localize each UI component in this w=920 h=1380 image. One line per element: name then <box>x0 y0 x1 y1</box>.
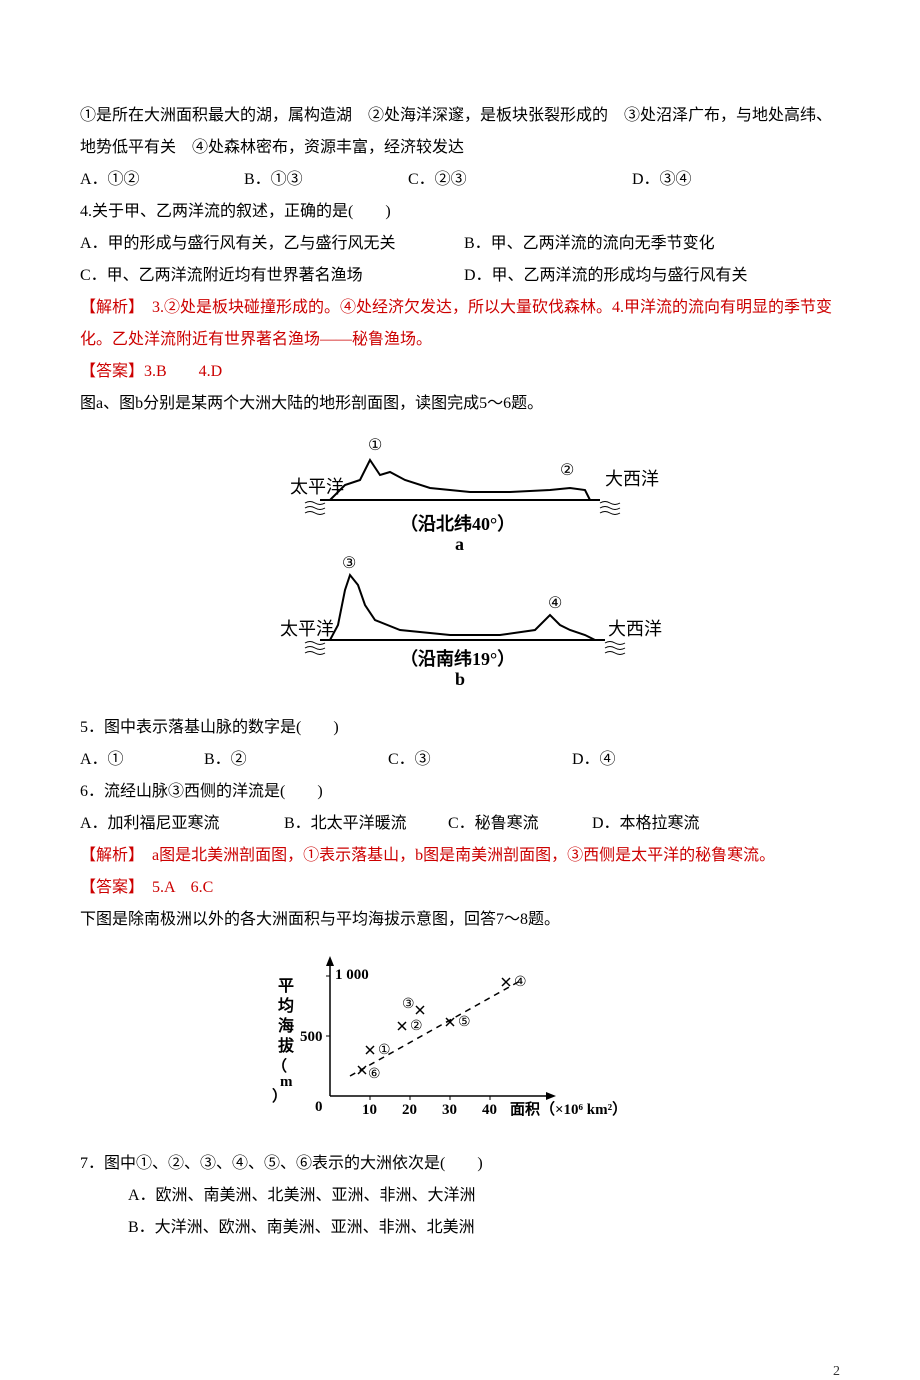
ylabel-500: 500 <box>300 1029 323 1045</box>
trend-line <box>350 981 520 1076</box>
profile-figure: 太平洋 大西洋 ① ② （沿北纬40°） a 太平洋 大西洋 ③ ④ （沿南纬1… <box>80 430 840 702</box>
pt-6: ⑥ <box>358 1066 381 1082</box>
ylabel-line3: 海 <box>278 1016 294 1035</box>
ylabel-1000: 1 000 <box>335 967 369 983</box>
waves-a-left <box>305 502 325 515</box>
svg-text:②: ② <box>410 1019 423 1034</box>
pt-4: ④ <box>502 975 527 990</box>
ans-5-6: 【答案】 5.A 6.C <box>80 872 840 904</box>
svg-text:④: ④ <box>514 975 527 990</box>
q6-opt-c: C．秘鲁寒流 <box>448 808 588 840</box>
ylabel-paren1: （ <box>272 1057 287 1075</box>
q7-stem: 7．图中①、②、③、④、⑤、⑥表示的大洲依次是( ) <box>80 1148 840 1180</box>
scatter-figure: 1 000 500 0 10 20 30 40 平 均 海 拔 （ m ） 面积… <box>80 946 840 1138</box>
exp-3-4: 【解析】 3.②处是板块碰撞形成的。④处经济欠发达，所以大量砍伐森林。4.甲洋流… <box>80 292 840 356</box>
q4-opt-c: C．甲、乙两洋流附近均有世界著名渔场 <box>80 260 460 292</box>
marker-3: ③ <box>342 555 356 572</box>
q6-opt-a: A．加利福尼亚寒流 <box>80 808 280 840</box>
pt-2: ② <box>398 1019 423 1034</box>
q4-stem: 4.关于甲、乙两洋流的叙述，正确的是( ) <box>80 196 840 228</box>
pt-3: ③ <box>402 997 424 1014</box>
q6-options: A．加利福尼亚寒流 B．北太平洋暖流 C．秘鲁寒流 D．本格拉寒流 <box>80 808 840 840</box>
fig-sc-intro: 下图是除南极洲以外的各大洲面积与平均海拔示意图，回答7～8题。 <box>80 904 840 936</box>
marker-2: ② <box>560 462 574 479</box>
profile-svg: 太平洋 大西洋 ① ② （沿北纬40°） a 太平洋 大西洋 ③ ④ （沿南纬1… <box>250 430 670 690</box>
xlabel-40: 40 <box>482 1102 497 1118</box>
svg-text:⑤: ⑤ <box>458 1015 471 1030</box>
q4-opt-a: A．甲的形成与盛行风有关，乙与盛行风无关 <box>80 228 460 260</box>
pt-1: ① <box>366 1043 391 1058</box>
svg-text:③: ③ <box>402 997 415 1012</box>
q3-opt-d: D．③④ <box>632 164 792 196</box>
q5-options: A．① B．② C．③ D．④ <box>80 744 840 776</box>
label-a: a <box>455 534 464 554</box>
xlabel-30: 30 <box>442 1102 457 1118</box>
q5-opt-a: A．① <box>80 744 200 776</box>
exp-5-6: 【解析】 a图是北美洲剖面图，①表示落基山，b图是南美洲剖面图，③西侧是太平洋的… <box>80 840 840 872</box>
ocean-b-left: 太平洋 <box>280 619 334 639</box>
ylabel-line4: 拔 <box>278 1036 295 1055</box>
x-arrow <box>546 1092 556 1100</box>
b-latitude: （沿南纬19°） <box>400 648 515 669</box>
q6-opt-d: D．本格拉寒流 <box>592 808 752 840</box>
q4-opt-b: B．甲、乙两洋流的流向无季节变化 <box>464 228 804 260</box>
ylabel-0: 0 <box>315 1099 323 1115</box>
q6-opt-b: B．北太平洋暖流 <box>284 808 444 840</box>
q5-stem: 5．图中表示落基山脉的数字是( ) <box>80 712 840 744</box>
ylabel-line1: 平 <box>278 977 294 995</box>
marker-1: ① <box>368 437 382 454</box>
xlabel-20: 20 <box>402 1102 417 1118</box>
q3-options: A．①② B．①③ C．②③ D．③④ <box>80 164 840 196</box>
q4-options-row1: A．甲的形成与盛行风有关，乙与盛行风无关 B．甲、乙两洋流的流向无季节变化 <box>80 228 840 260</box>
fig-ab-intro: 图a、图b分别是某两个大洲大陆的地形剖面图，读图完成5～6题。 <box>80 388 840 420</box>
scatter-svg: 1 000 500 0 10 20 30 40 平 均 海 拔 （ m ） 面积… <box>230 946 690 1126</box>
q3-opt-b: B．①③ <box>244 164 404 196</box>
ocean-a-left: 太平洋 <box>290 477 344 497</box>
ylabel-unit: m <box>280 1074 293 1090</box>
marker-4: ④ <box>548 595 562 612</box>
q3-intro: ①是所在大洲面积最大的湖，属构造湖 ②处海洋深邃，是板块张裂形成的 ③处沼泽广布… <box>80 100 840 164</box>
q7-opt-a: A．欧洲、南美洲、北美洲、亚洲、非洲、大洋洲 <box>80 1180 840 1212</box>
y-arrow <box>326 956 334 966</box>
q5-opt-d: D．④ <box>572 744 692 776</box>
pt-5: ⑤ <box>446 1015 471 1030</box>
q3-opt-c: C．②③ <box>408 164 628 196</box>
q5-opt-b: B．② <box>204 744 384 776</box>
page-number: 2 <box>0 1284 920 1380</box>
waves-a-right <box>600 502 620 515</box>
q3-opt-a: A．①② <box>80 164 240 196</box>
profile-a-line <box>330 460 590 500</box>
waves-b-right <box>605 642 625 655</box>
svg-text:①: ① <box>378 1043 391 1058</box>
q4-options-row2: C．甲、乙两洋流附近均有世界著名渔场 D．甲、乙两洋流的形成均与盛行风有关 <box>80 260 840 292</box>
q6-stem: 6．流经山脉③西侧的洋流是( ) <box>80 776 840 808</box>
waves-b-left <box>305 642 325 655</box>
exam-page: ①是所在大洲面积最大的湖，属构造湖 ②处海洋深邃，是板块张裂形成的 ③处沼泽广布… <box>0 0 920 1284</box>
xlabel-text: 面积（×10⁶ km²） <box>510 1100 627 1118</box>
q7-opt-b: B．大洋洲、欧洲、南美洲、亚洲、非洲、北美洲 <box>80 1212 840 1244</box>
ocean-b-right: 大西洋 <box>608 619 662 639</box>
ylabel-line2: 均 <box>278 996 294 1015</box>
ocean-a-right: 大西洋 <box>605 469 659 489</box>
label-b: b <box>455 669 465 689</box>
q5-opt-c: C．③ <box>388 744 568 776</box>
a-latitude: （沿北纬40°） <box>400 513 515 534</box>
q4-opt-d: D．甲、乙两洋流的形成均与盛行风有关 <box>464 260 804 292</box>
xlabel-10: 10 <box>362 1102 377 1118</box>
ylabel-paren2: ） <box>272 1087 287 1105</box>
ans-3-4: 【答案】3.B 4.D <box>80 356 840 388</box>
svg-text:⑥: ⑥ <box>368 1067 381 1082</box>
